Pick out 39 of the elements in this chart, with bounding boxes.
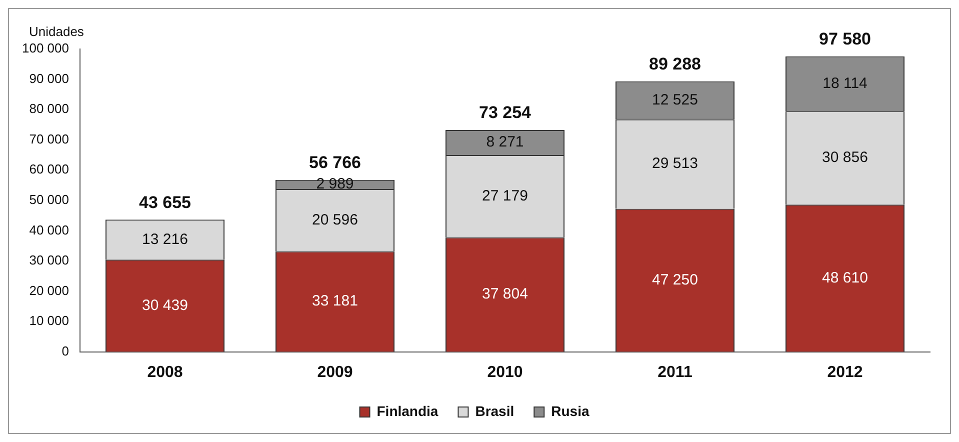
total-label: 73 254 xyxy=(478,103,532,122)
data-label: 13 216 xyxy=(142,230,188,248)
data-label: 37 804 xyxy=(482,286,528,303)
total-label: 97 580 xyxy=(819,30,871,49)
data-label: 30 856 xyxy=(822,149,868,166)
total-label: 89 288 xyxy=(648,54,701,74)
data-label: 12 525 xyxy=(652,92,698,109)
x-tick-label: 2012 xyxy=(827,364,863,381)
total-label: 56 766 xyxy=(308,153,361,172)
data-label: 33 181 xyxy=(312,292,358,310)
y-tick-label: 30 000 xyxy=(29,252,69,268)
y-tick-label: 60 000 xyxy=(29,162,69,177)
data-label: 8 271 xyxy=(486,134,524,151)
data-label: 30 439 xyxy=(142,296,188,314)
legend-label: Rusia xyxy=(551,402,590,419)
y-tick-label: 90 000 xyxy=(29,70,69,86)
y-tick-label: 80 000 xyxy=(29,101,69,116)
legend-label: Brasil xyxy=(475,402,514,419)
data-label: 47 250 xyxy=(652,271,698,288)
y-tick-label: 70 000 xyxy=(29,131,69,146)
y-tick-label: 10 000 xyxy=(29,313,69,328)
y-tick-label: 100 000 xyxy=(22,40,69,56)
y-tick-label: 20 000 xyxy=(29,282,69,298)
x-tick-label: 2008 xyxy=(147,364,183,381)
x-tick-label: 2009 xyxy=(317,364,353,381)
data-label: 27 179 xyxy=(482,187,528,204)
data-label: 48 610 xyxy=(822,269,868,286)
y-tick-label: 50 000 xyxy=(29,192,69,207)
data-label: 29 513 xyxy=(652,155,698,172)
data-label: 2 989 xyxy=(316,176,354,193)
x-tick-label: 2011 xyxy=(658,364,692,381)
y-tick-label: 40 000 xyxy=(29,222,69,238)
data-label: 18 114 xyxy=(822,74,868,92)
y-tick-label: 0 xyxy=(62,343,69,358)
total-label: 43 655 xyxy=(138,192,191,212)
data-label: 20 596 xyxy=(312,211,358,228)
x-tick-label: 2010 xyxy=(487,364,523,381)
y-axis-title: Unidades xyxy=(29,24,84,40)
legend-label: Finlandia xyxy=(376,402,438,419)
